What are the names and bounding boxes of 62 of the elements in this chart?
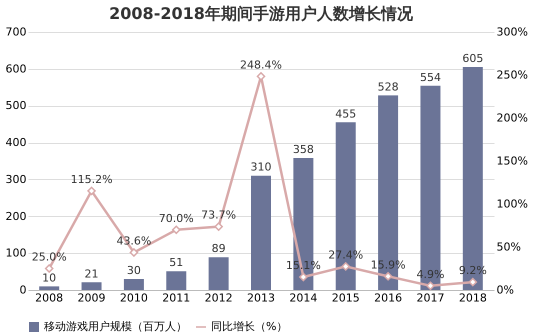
point: [130, 248, 138, 257]
point: [214, 222, 223, 231]
data-label: 43.6%: [116, 234, 152, 248]
legend-label: 同比增长（%）: [211, 320, 288, 333]
data-label: 310: [250, 160, 272, 174]
y-tick-label: 100: [6, 246, 26, 260]
y2-tick-label: 50%: [496, 240, 521, 254]
bar: [251, 176, 271, 290]
y-tick-label: 400: [6, 136, 26, 150]
data-label: 89: [212, 242, 226, 256]
x-tick-label: 2008: [35, 292, 64, 304]
point: [87, 186, 96, 196]
chart-title: 2008-2018年期间手游用户人数增长情况: [109, 4, 414, 23]
data-label: 70.0%: [158, 212, 194, 225]
x-tick-label: 2015: [332, 292, 360, 304]
data-label: 528: [378, 80, 399, 94]
bar: [39, 286, 60, 290]
x-tick-label: 2012: [204, 292, 233, 304]
bar: [82, 282, 102, 290]
data-label: 248.4%: [240, 58, 282, 72]
x-tick-label: 2013: [247, 292, 275, 304]
data-label: 73.7%: [201, 208, 236, 222]
bar: [166, 271, 186, 290]
point: [341, 262, 350, 271]
data-label: 21: [84, 267, 99, 280]
legend-label: 移动游戏用户规模（百万人）: [44, 320, 187, 333]
data-label: 358: [292, 143, 314, 156]
x-tick-label: 2011: [162, 292, 190, 304]
data-label: 25.0%: [32, 250, 67, 264]
y2-tick-label: 250%: [496, 68, 528, 82]
data-label: 455: [335, 107, 356, 120]
y2-tick-label: 300%: [496, 26, 528, 38]
y-tick-label: 700: [6, 26, 26, 38]
point: [468, 278, 478, 286]
point: [384, 272, 392, 281]
data-label: 554: [420, 70, 441, 84]
y-tick-label: 300: [6, 172, 26, 186]
data-label: 115.2%: [70, 172, 113, 186]
y2-tick-label: 0%: [496, 284, 514, 296]
x-tick-label: 2017: [416, 292, 444, 304]
point: [172, 226, 181, 234]
bar: [208, 257, 229, 290]
point: [299, 272, 308, 282]
x-tick-label: 2010: [120, 292, 148, 304]
x-tick-label: 2014: [289, 292, 318, 304]
y2-tick-label: 150%: [496, 154, 528, 168]
y2-tick-label: 100%: [496, 198, 528, 210]
x-tick-label: 2018: [458, 292, 487, 304]
data-label: 10: [42, 271, 56, 284]
x-tick-label: 2009: [78, 292, 106, 304]
y-tick-label: 0: [20, 284, 26, 296]
bar: [124, 278, 144, 290]
data-label: 51: [169, 256, 184, 270]
y2-tick-label: 200%: [496, 112, 528, 124]
data-label: 30: [126, 264, 141, 277]
y-tick-label: 600: [6, 62, 26, 76]
point: [426, 282, 435, 290]
point: [44, 264, 54, 273]
y-tick-label: 500: [6, 99, 26, 112]
data-label: 605: [462, 52, 484, 66]
x-tick-label: 2016: [374, 292, 402, 304]
y-tick-label: 200: [6, 210, 26, 223]
